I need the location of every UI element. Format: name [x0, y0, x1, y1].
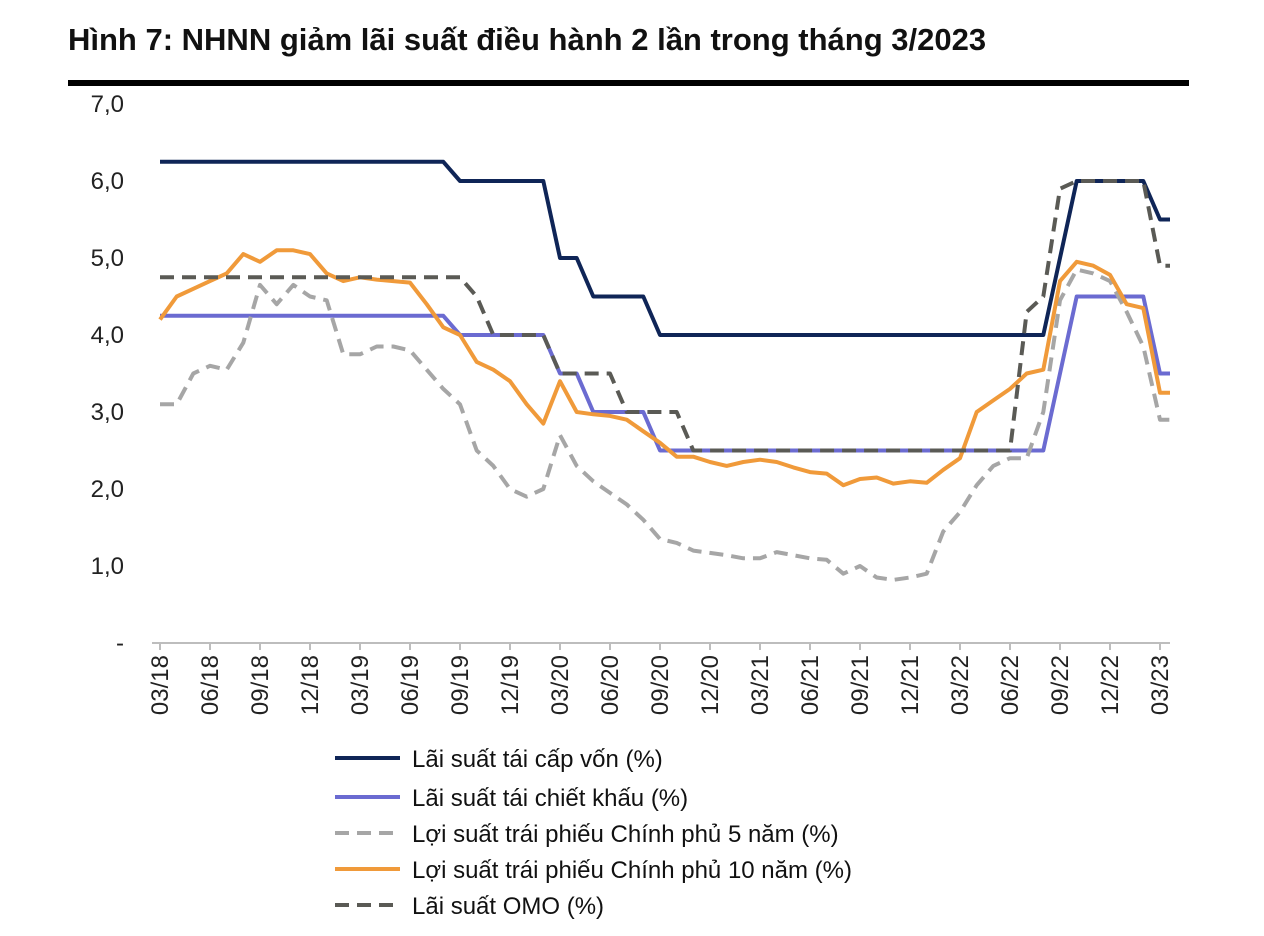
x-tick-label: 03/22	[947, 655, 974, 715]
y-tick-label: 2,0	[91, 476, 124, 503]
series-line-1	[160, 159, 1170, 337]
y-tick-label: 3,0	[91, 399, 124, 426]
x-tick-label: 03/21	[747, 655, 774, 715]
x-tick-label: 09/20	[647, 655, 674, 715]
y-tick-label: 6,0	[91, 168, 124, 195]
y-tick-label: -	[116, 630, 124, 657]
x-tick-label: 12/20	[697, 655, 724, 715]
legend-label-5: Lãi suất OMO (%)	[412, 893, 604, 920]
x-tick-label: 03/23	[1147, 655, 1174, 715]
x-tick-label: 12/18	[297, 655, 324, 715]
y-tick-label: 4,0	[91, 322, 124, 349]
x-tick-label: 09/21	[847, 655, 874, 715]
y-tick-label: 5,0	[91, 245, 124, 272]
x-tick-label: 12/22	[1097, 655, 1124, 715]
x-tick-label: 09/19	[447, 655, 474, 715]
x-tick-label: 09/18	[247, 655, 274, 715]
x-tick-label: 06/19	[397, 655, 424, 715]
x-tick-label: 12/21	[897, 655, 924, 715]
legend-label-1: Lãi suất tái cấp vốn (%)	[412, 746, 663, 773]
x-tick-label: 06/18	[197, 655, 224, 715]
x-tick-label: 06/20	[597, 655, 624, 715]
y-tick-label: 1,0	[91, 553, 124, 580]
series-line-5	[160, 179, 1170, 453]
legend-label-2: Lãi suất tái chiết khấu (%)	[412, 785, 688, 812]
chart-title: Hình 7: NHNN giảm lãi suất điều hành 2 l…	[68, 22, 987, 57]
x-tick-label: 03/20	[547, 655, 574, 715]
x-tick-label: 03/18	[147, 655, 174, 715]
y-tick-label: 7,0	[91, 91, 124, 118]
x-tick-label: 06/21	[797, 655, 824, 715]
title-rule	[68, 80, 1189, 86]
legend-label-4: Lợi suất trái phiếu Chính phủ 10 năm (%)	[412, 857, 852, 884]
series-line-3	[160, 267, 1170, 582]
x-tick-label: 12/19	[497, 655, 524, 715]
x-tick-label: 06/22	[997, 655, 1024, 715]
x-tick-label: 09/22	[1047, 655, 1074, 715]
series-line-4	[158, 248, 1170, 488]
x-tick-label: 03/19	[347, 655, 374, 715]
legend-label-3: Lợi suất trái phiếu Chính phủ 5 năm (%)	[412, 821, 839, 848]
